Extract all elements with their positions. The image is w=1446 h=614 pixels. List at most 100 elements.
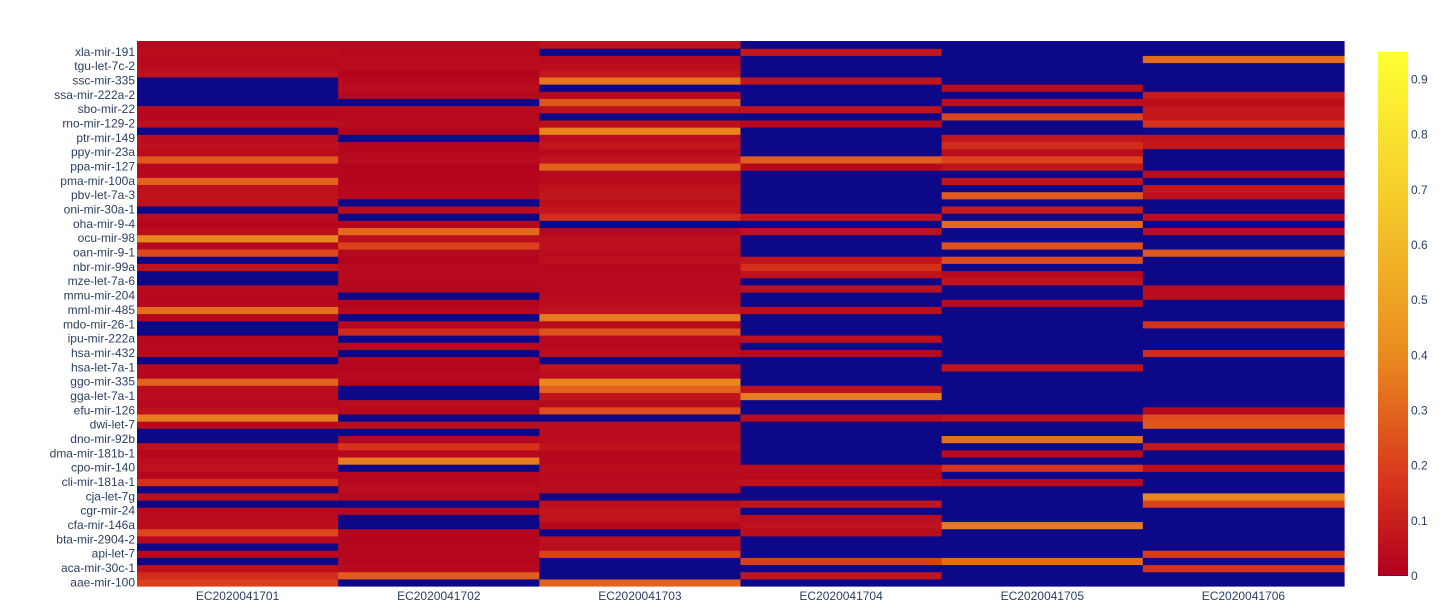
heatmap-cell (941, 277, 1144, 286)
heatmap-cell (137, 184, 339, 193)
heatmap-cell (539, 127, 742, 135)
heatmap-cell (1142, 299, 1345, 307)
heatmap-cell (137, 256, 339, 264)
y-tick-label: aca-mir-30c-1 (61, 561, 135, 575)
heatmap-cell (539, 449, 742, 458)
heatmap-cell (740, 528, 943, 537)
heatmap-cell (539, 177, 742, 186)
heatmap-cell (137, 478, 339, 487)
heatmap-cell (1142, 306, 1345, 315)
heatmap-cell (338, 263, 540, 272)
heatmap-cell (338, 335, 540, 343)
heatmap-cell (539, 464, 742, 472)
heatmap-cell (338, 98, 540, 107)
heatmap-cell (539, 299, 742, 307)
heatmap-cell (137, 69, 339, 78)
heatmap-cell (1142, 234, 1345, 243)
heatmap-cell (137, 170, 339, 178)
y-tick-label: ppy-mir-23a (71, 145, 135, 159)
heatmap-cell (740, 84, 943, 92)
heatmap-cell (941, 421, 1144, 429)
heatmap-cell (539, 263, 742, 272)
heatmap-cell (1142, 356, 1345, 365)
heatmap-cell (1142, 342, 1345, 350)
heatmap-cell (740, 378, 943, 386)
heatmap-cell (338, 370, 540, 379)
heatmap-cell (137, 499, 339, 508)
heatmap-cell (338, 84, 540, 92)
heatmap-cell (740, 485, 943, 494)
heatmap-cell (740, 535, 943, 544)
heatmap-cell (137, 155, 339, 164)
heatmap-cell (338, 227, 540, 236)
heatmap-cell (539, 478, 742, 487)
y-tick-label: oha-mir-9-4 (73, 217, 135, 231)
heatmap-cell (740, 299, 943, 307)
heatmap-cell (941, 349, 1144, 358)
heatmap-cell (137, 406, 339, 415)
heatmap-cell (740, 542, 943, 551)
heatmap-cell (740, 428, 943, 437)
heatmap-cell (137, 84, 339, 92)
heatmap-cell (740, 492, 943, 501)
heatmap-cell (338, 306, 540, 315)
heatmap-cell (1142, 184, 1345, 193)
heatmap-cell (740, 220, 943, 229)
heatmap-cell (539, 435, 742, 444)
heatmap-cell (740, 356, 943, 365)
heatmap-cell (137, 564, 339, 573)
colorbar-tick-label: 0.9 (1411, 73, 1428, 87)
heatmap-cell (539, 528, 742, 537)
heatmap-cell (539, 205, 742, 214)
heatmap-cell (338, 356, 540, 365)
x-tick-label: EC2020041703 (598, 589, 682, 603)
heatmap-cell (137, 91, 339, 99)
heatmap-cell (1142, 313, 1345, 322)
heatmap-cell (137, 578, 339, 587)
heatmap-cell (740, 313, 943, 322)
heatmap-cell (1142, 256, 1345, 264)
heatmap-cell (137, 327, 339, 336)
heatmap-cell (740, 349, 943, 358)
heatmap-cell (1142, 119, 1345, 128)
heatmap-cell (539, 313, 742, 322)
heatmap-cell (338, 141, 540, 150)
heatmap-cell (338, 492, 540, 501)
heatmap-cell (137, 313, 339, 322)
heatmap-cell (539, 342, 742, 350)
heatmap-cell (137, 55, 339, 64)
heatmap-cell (1142, 241, 1345, 250)
heatmap-cell (941, 184, 1144, 193)
heatmap-cell (338, 313, 540, 322)
colorbar-tick-label: 0.4 (1411, 348, 1428, 362)
heatmap-cell (941, 155, 1144, 164)
heatmap-cell (539, 98, 742, 107)
heatmap-cell (1142, 284, 1345, 293)
heatmap-cell (740, 155, 943, 164)
heatmap-cell (137, 363, 339, 372)
heatmap-cell (1142, 220, 1345, 229)
y-tick-label: dma-mir-181b-1 (50, 446, 136, 460)
heatmap-cell (1142, 263, 1345, 272)
x-tick-label: EC2020041701 (196, 589, 280, 603)
heatmap-cell (941, 241, 1144, 250)
heatmap-cell (941, 578, 1144, 587)
heatmap-cell (137, 428, 339, 437)
y-tick-label: sbo-mir-22 (78, 102, 136, 116)
heatmap-cell (740, 442, 943, 451)
heatmap-cell (740, 320, 943, 329)
heatmap-cell (137, 62, 339, 71)
heatmap-cell (1142, 385, 1345, 393)
heatmap-cell (941, 306, 1144, 315)
heatmap-cell (137, 234, 339, 243)
heatmap-cell (740, 184, 943, 193)
heatmap-cell (941, 356, 1144, 365)
heatmap-cell (539, 327, 742, 336)
heatmap-cell (740, 148, 943, 157)
heatmap-cell (1142, 91, 1345, 99)
heatmap-cell (740, 62, 943, 71)
heatmap-cell (137, 557, 339, 566)
heatmap-cell (740, 119, 943, 128)
heatmap-cell (338, 385, 540, 393)
heatmap-cell (137, 134, 339, 142)
